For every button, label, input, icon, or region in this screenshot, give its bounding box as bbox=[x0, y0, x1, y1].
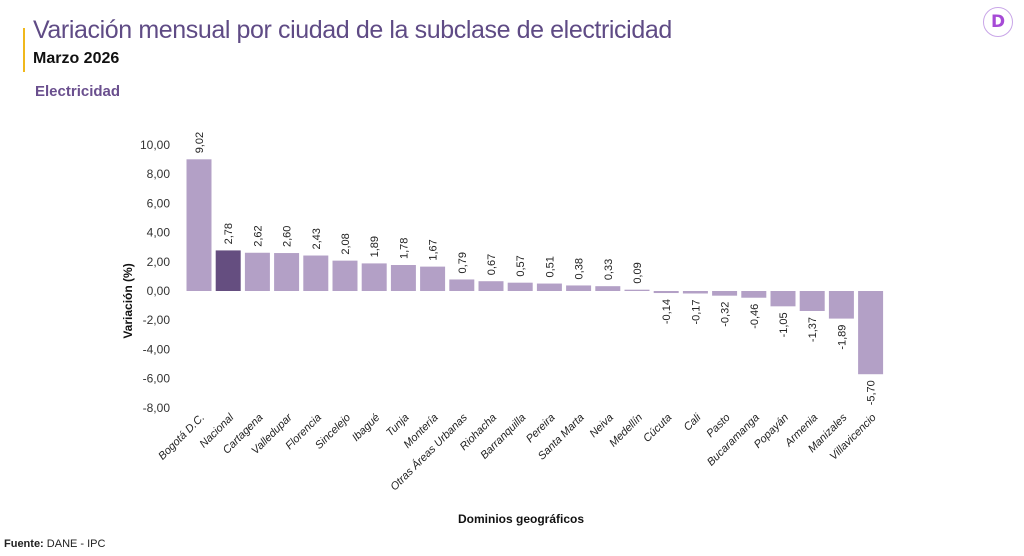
x-tick-label: Cúcuta bbox=[641, 412, 674, 445]
page-subtitle: Marzo 2026 bbox=[33, 50, 120, 67]
y-tick-label: 4,00 bbox=[147, 226, 171, 240]
bar bbox=[420, 266, 446, 291]
x-axis-labels: Bogotá D.C.NacionalCartagenaValleduparFl… bbox=[156, 411, 878, 494]
value-label: -0,32 bbox=[720, 302, 732, 327]
bar bbox=[828, 291, 854, 319]
bar bbox=[799, 291, 825, 312]
x-axis-title: Dominios geográficos bbox=[458, 512, 584, 526]
bar bbox=[858, 291, 884, 375]
bar bbox=[653, 291, 679, 294]
page-title: Variación mensual por ciudad de la subcl… bbox=[33, 16, 672, 44]
value-label: 2,08 bbox=[340, 233, 352, 254]
value-label: 2,62 bbox=[252, 225, 264, 246]
bar bbox=[215, 250, 241, 291]
value-label: 0,67 bbox=[486, 254, 498, 275]
value-label: -1,37 bbox=[807, 317, 819, 342]
bar bbox=[478, 281, 504, 291]
bar bbox=[244, 252, 270, 291]
value-label: 1,89 bbox=[369, 236, 381, 257]
bar bbox=[507, 282, 533, 291]
source-note: Fuente: DANE - IPC bbox=[4, 538, 105, 550]
section-label: Electricidad bbox=[35, 83, 121, 100]
value-label: 0,33 bbox=[603, 259, 615, 280]
value-label: 0,51 bbox=[544, 256, 556, 277]
value-label: 0,38 bbox=[574, 258, 586, 279]
value-label: 1,78 bbox=[398, 238, 410, 259]
value-label: 2,78 bbox=[223, 223, 235, 244]
y-tick-label: 8,00 bbox=[147, 167, 171, 181]
value-label: 2,60 bbox=[282, 226, 294, 247]
bar bbox=[361, 263, 387, 291]
title-accent-bar bbox=[23, 28, 25, 72]
logo-letter: D bbox=[990, 12, 1006, 32]
bar bbox=[624, 289, 650, 291]
bar bbox=[449, 279, 475, 291]
bar bbox=[303, 255, 329, 291]
value-label: -1,89 bbox=[836, 325, 848, 350]
y-axis: 10,00 8,00 6,00 4,00 2,00 0,00 -2,00 -4,00 -6,00… bbox=[140, 138, 170, 415]
value-label: 0,09 bbox=[632, 262, 644, 283]
bar bbox=[536, 283, 562, 291]
y-tick-label: 2,00 bbox=[147, 255, 171, 269]
value-label: -5,70 bbox=[866, 380, 878, 405]
bar bbox=[741, 291, 767, 298]
x-tick-label: Bogotá D.C. bbox=[156, 412, 207, 463]
value-label: -0,46 bbox=[749, 304, 761, 329]
dane-logo: D bbox=[983, 7, 1013, 37]
bar bbox=[682, 291, 708, 294]
y-tick-label: 0,00 bbox=[147, 284, 171, 298]
y-tick-label: -2,00 bbox=[143, 313, 171, 327]
value-label: 1,67 bbox=[428, 239, 440, 260]
x-tick-label: Tunja bbox=[384, 412, 411, 439]
source-value: DANE - IPC bbox=[43, 538, 106, 550]
y-tick-label: -4,00 bbox=[143, 342, 171, 356]
bar bbox=[595, 286, 621, 291]
bar bbox=[390, 265, 416, 291]
y-tick-label: 10,00 bbox=[140, 138, 170, 152]
value-label: -0,14 bbox=[661, 299, 673, 324]
y-tick-label: -8,00 bbox=[143, 401, 171, 415]
value-label: 2,43 bbox=[311, 228, 323, 249]
y-tick-label: -6,00 bbox=[143, 372, 171, 386]
value-label: 9,02 bbox=[194, 132, 206, 153]
bar bbox=[332, 260, 358, 291]
bar bbox=[566, 285, 592, 291]
value-label: 0,79 bbox=[457, 252, 469, 273]
bars bbox=[186, 159, 884, 375]
bar bbox=[770, 291, 796, 307]
value-labels: 9,02 2,78 2,62 2,60 2,43 2,08 1,89 1,78 1,67 0,79… bbox=[194, 132, 878, 405]
source-label: Fuente: bbox=[4, 538, 44, 550]
bar bbox=[186, 159, 212, 291]
x-tick-label: Cali bbox=[682, 411, 704, 433]
value-label: 0,57 bbox=[515, 255, 527, 276]
value-label: -1,05 bbox=[778, 312, 790, 337]
bar bbox=[274, 253, 300, 291]
y-tick-label: 6,00 bbox=[147, 196, 171, 210]
bar bbox=[712, 291, 738, 296]
y-axis-title: Variación (%) bbox=[121, 263, 135, 338]
value-label: -0,17 bbox=[690, 299, 702, 324]
x-tick-label: Ibagué bbox=[350, 412, 382, 444]
